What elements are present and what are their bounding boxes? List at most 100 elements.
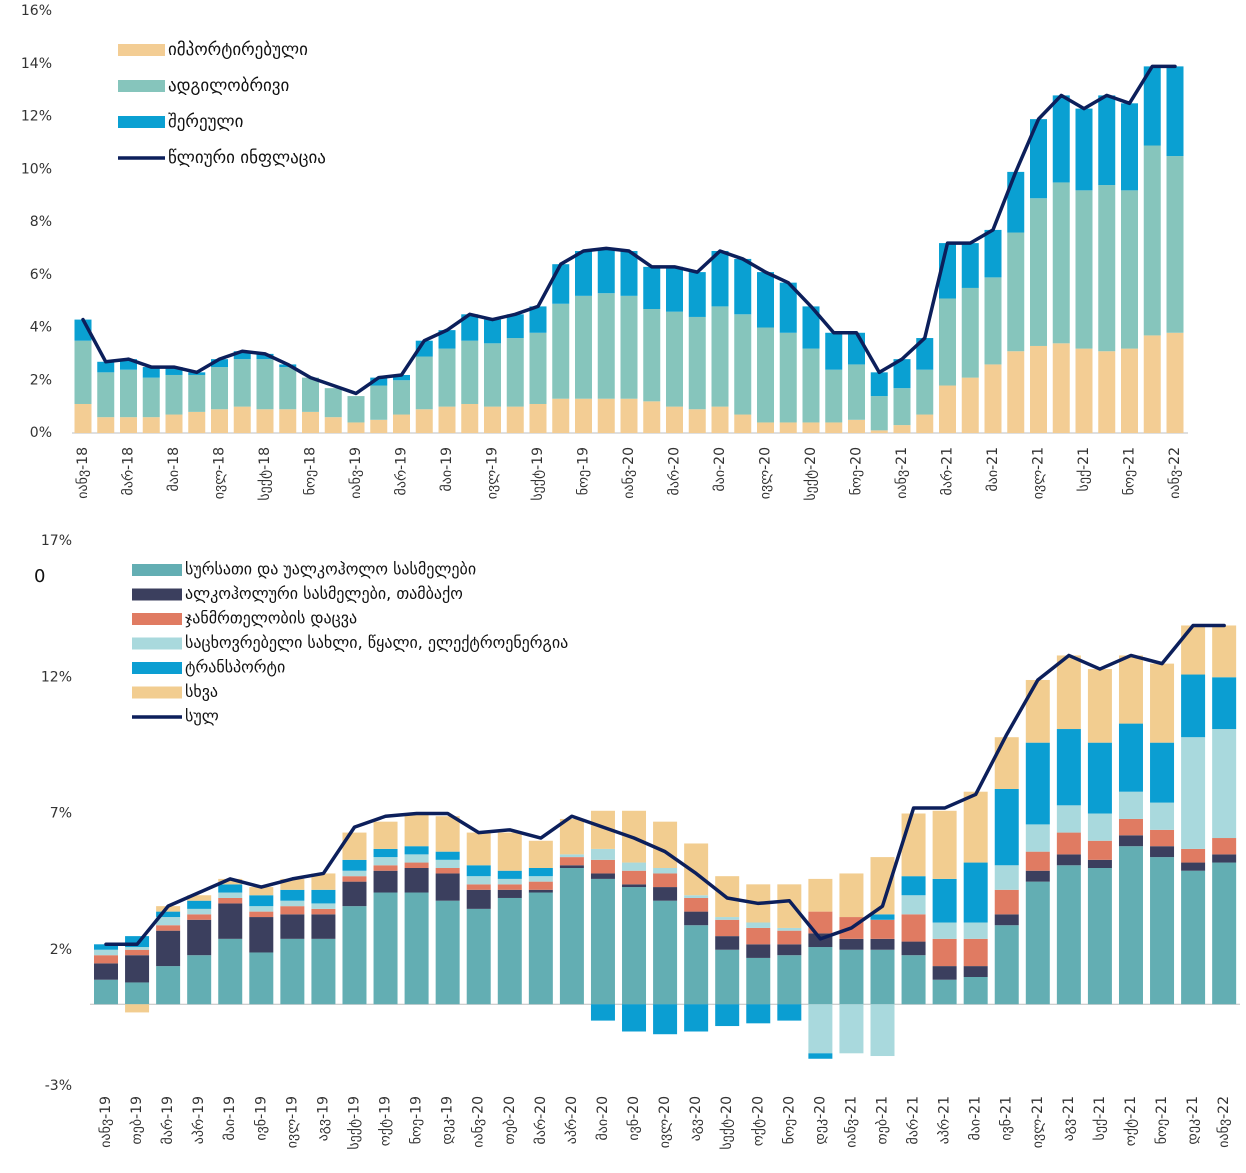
bar-segment	[497, 870, 522, 879]
bar-segment	[688, 272, 706, 317]
legend-label: სურსათი და უალკოჰოლო სასმელები	[185, 560, 476, 579]
bar-segment	[711, 406, 729, 433]
bar-segment	[125, 947, 150, 950]
bar-segment	[302, 411, 319, 433]
x-tick-label: დეკ-21	[1185, 1096, 1201, 1145]
bar-segment	[1121, 190, 1138, 349]
bar-segment	[506, 338, 524, 407]
bar-segment	[916, 338, 934, 370]
bar-segment	[211, 409, 228, 433]
x-tick-label: ივლ-20	[657, 1096, 673, 1148]
legend-swatch	[118, 80, 165, 92]
bar-segment	[1087, 669, 1112, 743]
x-tick-label: იანვ-20	[471, 1096, 487, 1148]
x-tick-label: აპრ-19	[190, 1096, 207, 1144]
bar-segment	[746, 957, 771, 1005]
bar-segment	[1075, 348, 1093, 433]
bar-segment	[559, 868, 584, 1005]
bar-segment	[1075, 108, 1093, 191]
bar-segment	[1007, 232, 1025, 352]
bar-segment	[125, 982, 150, 1005]
y-tick-label: 12%	[21, 109, 52, 125]
bar-segment	[94, 949, 118, 956]
bar-segment	[218, 897, 243, 904]
bar-segment	[1007, 171, 1025, 233]
bar-segment	[280, 900, 305, 907]
legend-label: საცხოვრებელი სახლი, წყალი, ელექტროენერგი…	[185, 633, 568, 652]
bar-segment	[870, 949, 895, 1005]
x-tick-label: ივლ-20	[758, 447, 774, 499]
bar-segment	[620, 251, 638, 296]
x-tick-label: ივლ-18	[212, 447, 228, 499]
bar-segment	[1052, 343, 1070, 433]
bar-segment	[370, 385, 388, 420]
bar-segment	[1118, 835, 1143, 847]
bar-segment	[746, 922, 771, 928]
bar-segment	[684, 895, 709, 898]
bar-segment	[597, 293, 615, 399]
bar-segment	[963, 977, 988, 1005]
bar-segment	[125, 1004, 150, 1013]
bar-segment	[1007, 351, 1025, 433]
x-tick-label: მაი-21	[968, 1096, 984, 1141]
bar-segment	[1212, 862, 1237, 1005]
bar-segment	[233, 406, 251, 433]
x-tick-label: მარ-20	[666, 447, 683, 495]
bar-segment	[280, 938, 305, 1005]
bar-segment	[757, 422, 774, 433]
x-tick-label: მარ-20	[532, 1096, 549, 1144]
bar-segment	[1056, 655, 1081, 730]
x-tick-label: თებ-21	[875, 1096, 891, 1144]
x-tick-label: ივლ-21	[1030, 1096, 1046, 1148]
bar-segment	[1087, 859, 1112, 868]
legend-label: სხვა	[185, 682, 218, 701]
bar-segment	[932, 922, 957, 939]
bar-segment	[528, 876, 553, 882]
bar-segment	[187, 900, 212, 909]
bar-segment	[279, 367, 297, 410]
bar-segment	[1150, 846, 1175, 858]
bar-segment	[435, 816, 460, 852]
bar-segment	[932, 979, 957, 1005]
bar-segment	[393, 414, 410, 433]
bar-segment	[1025, 742, 1050, 825]
bar-segment	[373, 821, 398, 849]
bar-segment	[1143, 66, 1161, 146]
bar-segment	[848, 364, 865, 420]
bar-segment	[961, 243, 979, 288]
legend-label: ალკოჰოლური სასმელები, თამბაქო	[185, 584, 463, 603]
x-tick-label: სექტ-18	[257, 447, 273, 501]
bar-segment	[779, 282, 797, 333]
bar-segment	[211, 359, 228, 368]
bar-segment	[1056, 832, 1081, 855]
bar-segment	[415, 356, 433, 410]
bar-segment	[187, 914, 212, 920]
bar-segment	[597, 248, 615, 294]
bar-segment	[1075, 190, 1093, 349]
bar-segment	[497, 878, 522, 885]
bar-segment	[963, 938, 988, 967]
bar-segment	[1056, 729, 1081, 806]
bar-segment	[156, 966, 181, 1005]
bar-segment	[404, 846, 429, 855]
bar-segment	[529, 306, 547, 333]
legend-label: ადგილობრივი	[168, 76, 289, 96]
bar-segment	[1098, 95, 1116, 186]
bar-segment	[1118, 791, 1143, 819]
bar-segment	[1150, 857, 1175, 1005]
x-tick-label: იანვ-19	[348, 447, 364, 499]
bar-segment	[839, 1004, 864, 1054]
bar-segment	[497, 889, 522, 898]
bar-segment	[438, 330, 456, 349]
bar-segment	[963, 791, 988, 863]
bar-segment	[404, 892, 429, 1005]
legend-label: წლიური ინფლაცია	[168, 148, 326, 168]
bar-segment	[688, 316, 706, 410]
bar-segment	[994, 925, 1019, 1005]
x-tick-label: ნოე-21	[1122, 447, 1138, 495]
legend-swatch	[132, 686, 182, 699]
bar-segment	[1030, 119, 1047, 199]
x-tick-label: ნოე-18	[303, 447, 319, 495]
legend-label: ჯანმრთელობის დაცვა	[185, 609, 357, 628]
